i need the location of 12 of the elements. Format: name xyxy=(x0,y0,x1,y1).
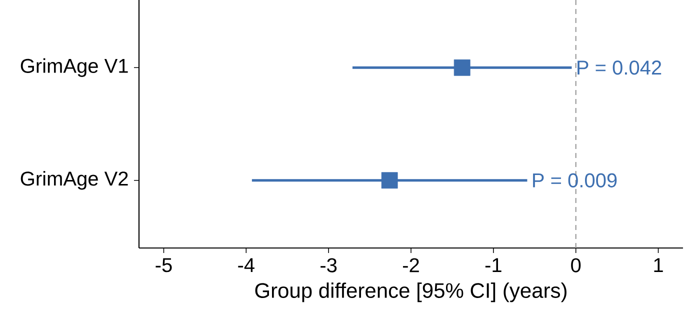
x-tick-label: -4 xyxy=(238,258,254,272)
x-tick-label: 0 xyxy=(571,258,581,272)
x-tick-label: -5 xyxy=(156,258,172,272)
y-tick-label: GrimAge V2 xyxy=(20,171,128,190)
annotation: P = 0.009 xyxy=(533,173,617,188)
x-tick-label: -1 xyxy=(485,258,502,272)
x-axis-title: Group difference [95% CI] (years) xyxy=(255,282,566,302)
x-tick-label: 1 xyxy=(654,258,663,272)
y-tick-label: GrimAge V1 xyxy=(20,58,128,77)
annotation: P = 0.042 xyxy=(578,60,662,75)
x-tick-label: -3 xyxy=(320,258,337,272)
x-tick-label: -2 xyxy=(403,258,419,272)
